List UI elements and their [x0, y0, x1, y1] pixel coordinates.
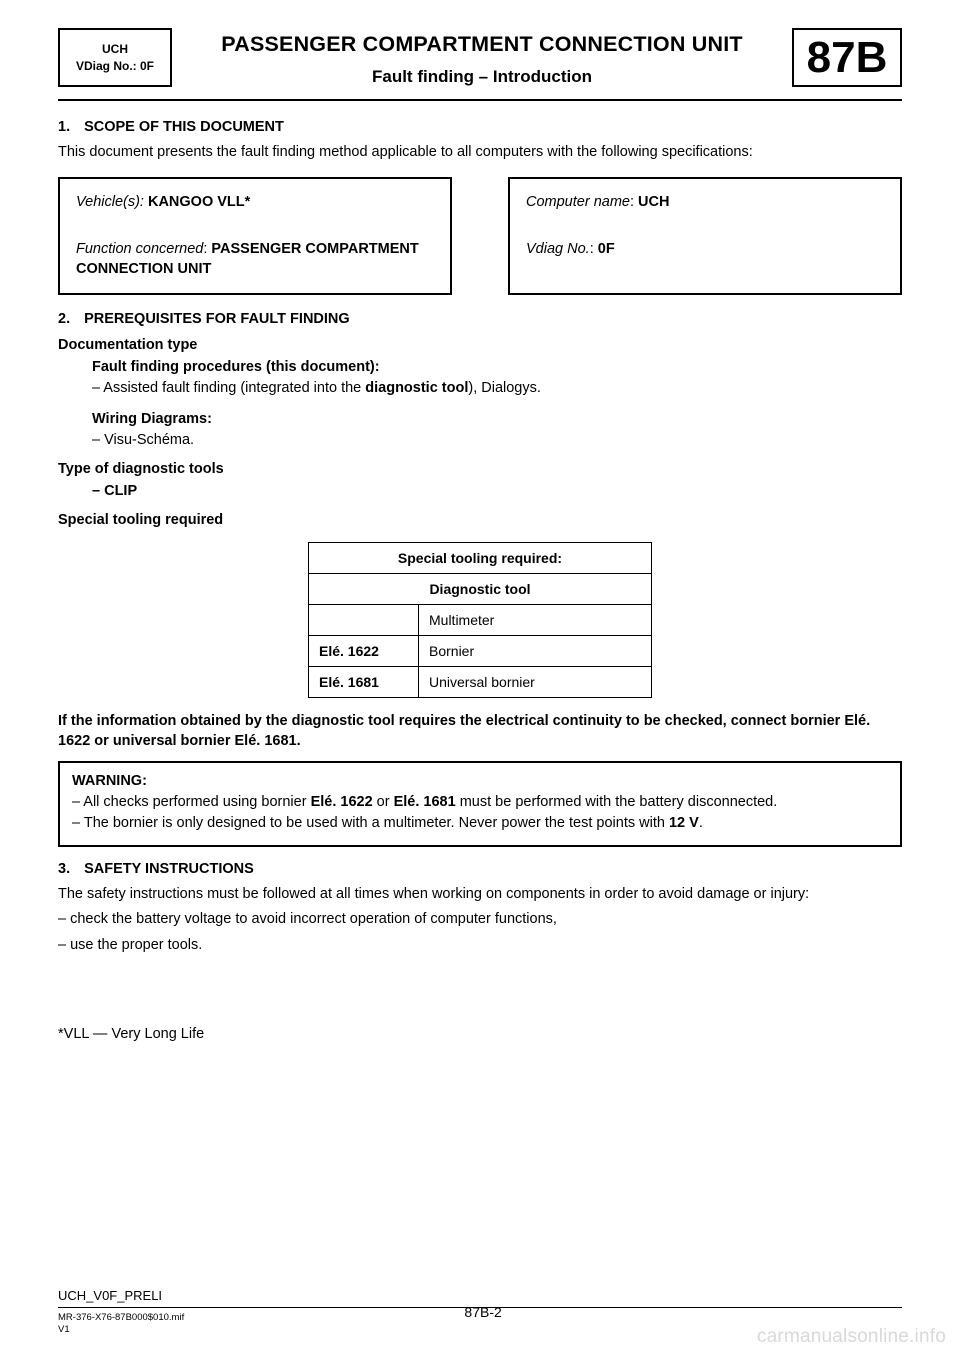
section3-item0: – check the battery voltage to avoid inc… — [58, 910, 902, 930]
footer-code: UCH_V0F_PRELI — [58, 1288, 902, 1303]
row0-code — [309, 605, 419, 636]
computer-row: Computer name: UCH — [526, 193, 884, 213]
ff-block: Fault finding procedures (this document)… — [92, 357, 902, 451]
w1-b1: Elé. 1622 — [311, 794, 373, 810]
vll-footnote: *VLL — Very Long Life — [58, 1025, 902, 1045]
header-row: UCH VDiag No.: 0F PASSENGER COMPARTMENT … — [58, 28, 902, 87]
section-code-box: 87B — [792, 28, 902, 87]
w2-pre: – The bornier is only designed to be use… — [72, 815, 669, 831]
section2-note: If the information obtained by the diagn… — [58, 712, 902, 751]
footer-ver: V1 — [58, 1324, 184, 1336]
vehicle-label: Vehicle(s): — [76, 194, 148, 210]
footer-mif: MR-376-X76-87B000$010.mif — [58, 1312, 184, 1324]
section2-title: PREREQUISITES FOR FAULT FINDING — [84, 311, 350, 327]
row1-code: Elé. 1622 — [309, 636, 419, 667]
wd-item: – Visu-Schéma. — [92, 430, 902, 451]
ff-item: – Assisted fault finding (integrated int… — [92, 378, 902, 399]
section1-num: 1. — [58, 119, 70, 135]
right-info-box: Computer name: UCH Vdiag No.: 0F — [508, 177, 902, 296]
section3-heading: 3. SAFETY INSTRUCTIONS — [58, 861, 902, 877]
vdiag-row: Vdiag No.: 0F — [526, 240, 884, 260]
table-header: Special tooling required: — [309, 543, 652, 574]
watermark: carmanualsonline.info — [757, 1326, 946, 1348]
w1-b2: Elé. 1681 — [394, 794, 456, 810]
w1-pre: – All checks performed using bornier — [72, 794, 311, 810]
title-block: PASSENGER COMPARTMENT CONNECTION UNIT Fa… — [172, 28, 792, 87]
footer-page: 87B-2 — [184, 1304, 782, 1320]
function-row: Function concerned: PASSENGER COMPARTMEN… — [76, 240, 434, 279]
w1-mid: or — [373, 794, 394, 810]
section1-intro: This document presents the fault finding… — [58, 143, 902, 163]
section3-item1: – use the proper tools. — [58, 936, 902, 956]
section3-num: 3. — [58, 861, 70, 877]
table-row: Multimeter — [309, 605, 652, 636]
warning-box: WARNING: – All checks performed using bo… — [58, 761, 902, 846]
row2-code: Elé. 1681 — [309, 667, 419, 698]
computer-value: UCH — [638, 194, 669, 210]
section1-heading: 1. SCOPE OF THIS DOCUMENT — [58, 119, 902, 135]
vehicle-value: KANGOO VLL* — [148, 194, 250, 210]
document-page: UCH VDiag No.: 0F PASSENGER COMPARTMENT … — [0, 0, 960, 1358]
tools-block: – CLIP — [92, 481, 902, 502]
section1-title: SCOPE OF THIS DOCUMENT — [84, 119, 284, 135]
title-sub: Fault finding – Introduction — [176, 67, 788, 87]
row2-name: Universal bornier — [419, 667, 652, 698]
wd-label: Wiring Diagrams: — [92, 409, 902, 430]
ff-post: ), Dialogys. — [468, 380, 541, 396]
w2-post: . — [699, 815, 703, 831]
row1-name: Bornier — [419, 636, 652, 667]
warning-line1: – All checks performed using bornier Elé… — [72, 792, 888, 813]
section2-num: 2. — [58, 311, 70, 327]
vehicle-row: Vehicle(s): KANGOO VLL* — [76, 193, 434, 213]
title-main: PASSENGER COMPARTMENT CONNECTION UNIT — [176, 32, 788, 57]
footer-small: MR-376-X76-87B000$010.mif V1 — [58, 1312, 184, 1336]
function-label: Function concerned — [76, 241, 203, 257]
section2-heading: 2. PREREQUISITES FOR FAULT FINDING — [58, 311, 902, 327]
section-code: 87B — [807, 36, 888, 80]
vdiag-value: 0F — [598, 241, 615, 257]
warning-line2: – The bornier is only designed to be use… — [72, 813, 888, 834]
uch-line1: UCH — [70, 41, 160, 57]
ff-pre: – Assisted fault finding (integrated int… — [92, 380, 365, 396]
computer-label: Computer name — [526, 194, 630, 210]
info-row: Vehicle(s): KANGOO VLL* Function concern… — [58, 177, 902, 296]
tooling-table: Special tooling required: Diagnostic too… — [308, 542, 652, 698]
w2-b: 12 V — [669, 815, 699, 831]
left-info-box: Vehicle(s): KANGOO VLL* Function concern… — [58, 177, 452, 296]
tools-item: – CLIP — [92, 481, 902, 502]
doc-type-label: Documentation type — [58, 337, 902, 353]
table-subheader: Diagnostic tool — [309, 574, 652, 605]
table-row: Elé. 1622 Bornier — [309, 636, 652, 667]
warning-title: WARNING: — [72, 771, 888, 792]
table-row: Elé. 1681 Universal bornier — [309, 667, 652, 698]
tools-label: Type of diagnostic tools — [58, 461, 902, 477]
vdiag-label: Vdiag No. — [526, 241, 590, 257]
row0-name: Multimeter — [419, 605, 652, 636]
section3-title: SAFETY INSTRUCTIONS — [84, 861, 254, 877]
uch-box: UCH VDiag No.: 0F — [58, 28, 172, 87]
ff-label: Fault finding procedures (this document)… — [92, 357, 902, 378]
section3-intro: The safety instructions must be followed… — [58, 885, 902, 905]
special-label: Special tooling required — [58, 512, 902, 528]
uch-line2: VDiag No.: 0F — [70, 58, 160, 74]
w1-post: must be performed with the battery disco… — [456, 794, 778, 810]
header-rule — [58, 99, 902, 101]
ff-bold: diagnostic tool — [365, 380, 468, 396]
